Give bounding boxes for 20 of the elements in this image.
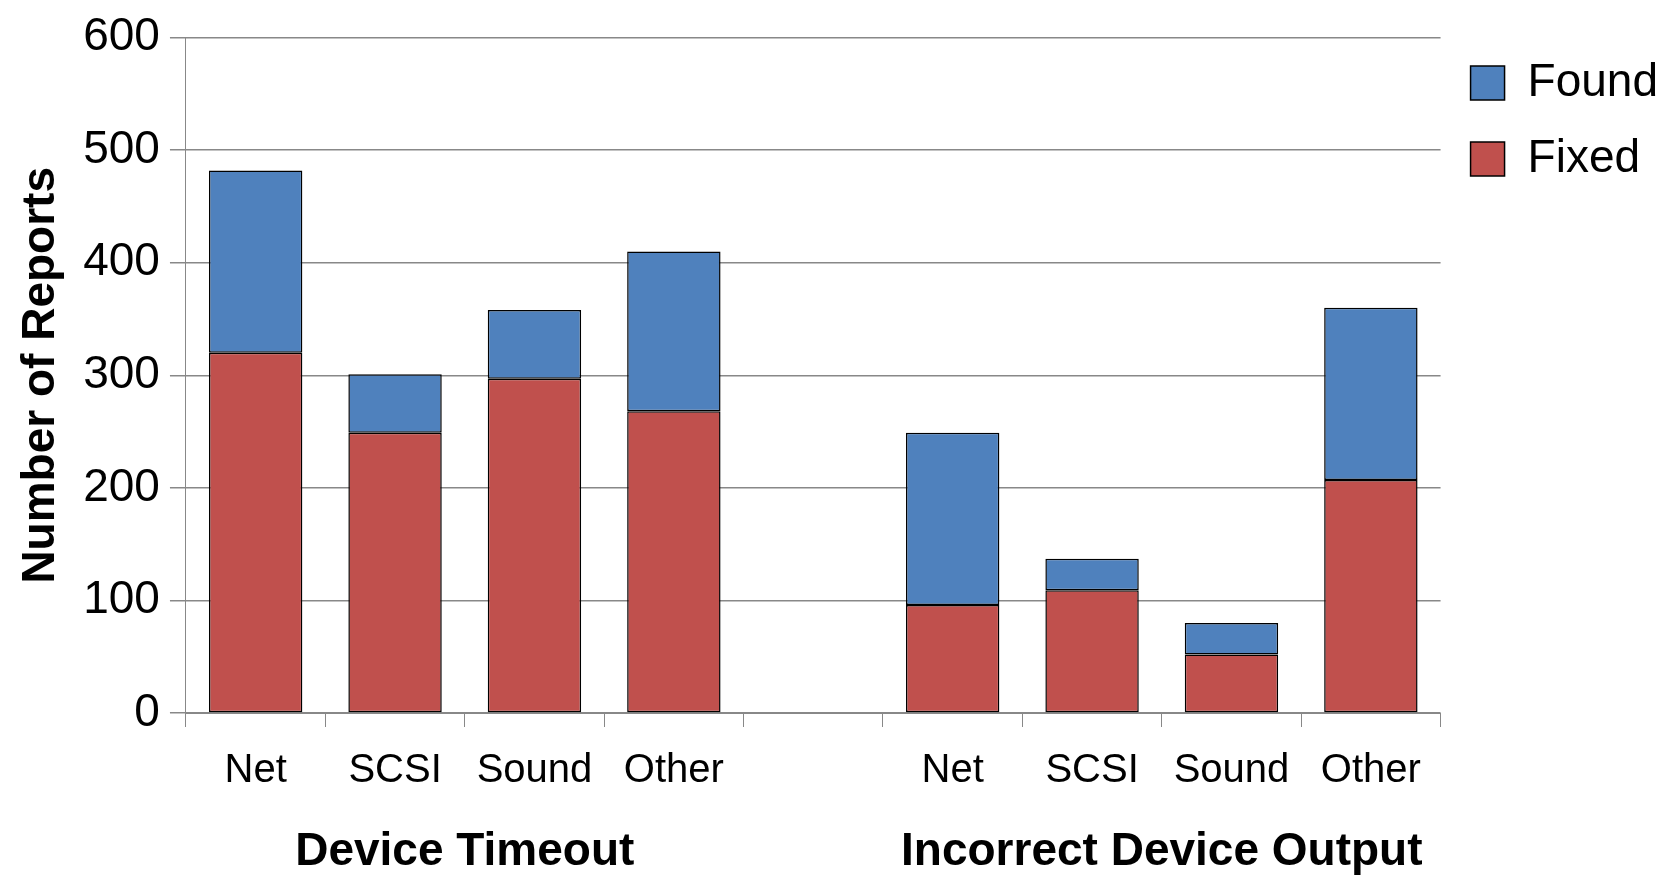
y-tick-label: 300 xyxy=(83,345,160,398)
x-tick-label: Net xyxy=(224,746,287,791)
text: Device Timeout xyxy=(295,822,635,875)
y-tick-label: 200 xyxy=(83,458,160,511)
y-tick-label: 0 xyxy=(134,683,160,736)
text: Incorrect Device Output xyxy=(901,822,1423,875)
y-tick-label: 500 xyxy=(83,120,160,173)
x-tick-label: SCSI xyxy=(348,746,442,791)
x-tick-label: Other xyxy=(1320,746,1421,791)
y-tick-label: 100 xyxy=(83,571,160,624)
x-tick-label: Net xyxy=(921,746,984,791)
legend-label: Found xyxy=(1527,53,1659,106)
x-tick-label: Sound xyxy=(1173,746,1290,791)
x-tick-label: Sound xyxy=(476,746,593,791)
x-tick-label: SCSI xyxy=(1045,746,1139,791)
y-tick-label: 600 xyxy=(83,8,160,61)
y-axis-title: Number of Reports xyxy=(12,167,65,584)
y-tick-label: 400 xyxy=(83,233,160,286)
x-tick-label: Other xyxy=(623,746,724,791)
legend-label: Fixed xyxy=(1527,129,1641,182)
